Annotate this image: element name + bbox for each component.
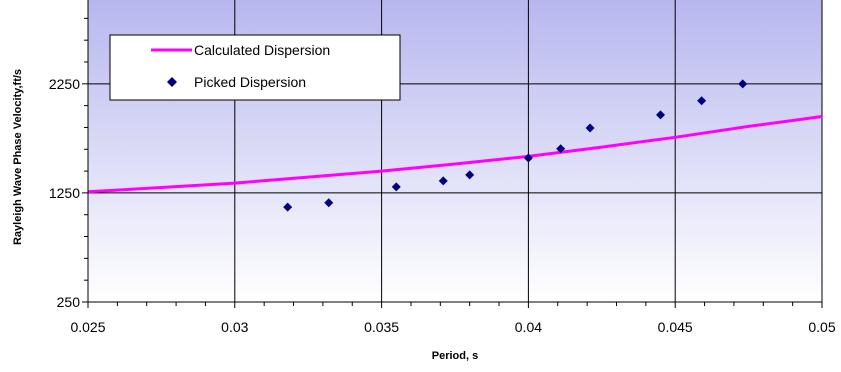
series-layer — [87, 79, 823, 212]
x-tick-label: 0.035 — [364, 319, 399, 335]
y-tick-label: 2250 — [49, 76, 80, 92]
legend-box — [109, 34, 401, 101]
y-axis-title: Rayleigh Wave Phase Velocity,ft/s — [12, 69, 24, 245]
x-tick-label: 0.04 — [515, 319, 542, 335]
data-point-picked-dispersion — [283, 202, 293, 212]
axes — [87, 0, 822, 303]
data-point-picked-dispersion — [523, 153, 533, 163]
data-point-picked-dispersion — [697, 96, 707, 106]
x-tick-label: 0.025 — [70, 319, 105, 335]
y-tick-label: 250 — [57, 294, 81, 310]
tick-labels: 0.025 0.03 0.035 0.04 0.045 0.05 250 1250 2250 — [49, 76, 836, 335]
legend-swatch-picked-dispersion — [167, 77, 177, 87]
legend-label-picked-dispersion: Picked Dispersion — [194, 74, 306, 90]
data-point-picked-dispersion — [556, 144, 566, 154]
data-point-picked-dispersion — [465, 170, 475, 180]
series-line-calculated-dispersion — [87, 115, 823, 194]
x-tick-label: 0.05 — [808, 319, 835, 335]
data-point-picked-dispersion — [585, 123, 595, 133]
x-tick-label: 0.03 — [221, 319, 248, 335]
legend-label-calculated-dispersion: Calculated Dispersion — [194, 42, 330, 58]
data-point-picked-dispersion — [324, 198, 334, 208]
tick-marks — [82, 17, 823, 308]
x-axis-title: Period, s — [432, 350, 478, 362]
y-tick-label: 1250 — [49, 185, 80, 201]
data-point-picked-dispersion — [391, 182, 401, 192]
data-point-picked-dispersion — [656, 110, 666, 120]
data-point-picked-dispersion — [738, 79, 748, 89]
data-point-picked-dispersion — [438, 176, 448, 186]
x-tick-label: 0.045 — [658, 319, 693, 335]
legend: Calculated Dispersion Picked Dispersion — [109, 34, 401, 101]
